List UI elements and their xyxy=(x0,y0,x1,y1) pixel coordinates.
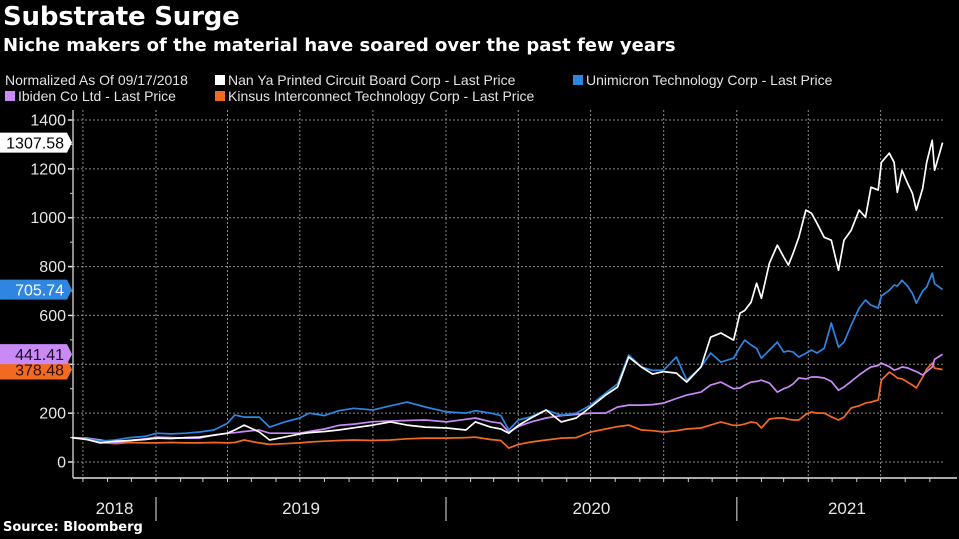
last-value-flag-kinsus xyxy=(0,359,72,380)
last-value-flag-ibiden xyxy=(0,344,72,365)
legend-item-unimicron: Unimicron Technology Corp - Last Price xyxy=(573,72,832,88)
legend-label-ibiden: Ibiden Co Ltd - Last Price xyxy=(18,88,176,104)
x-year-label: 2020 xyxy=(572,499,610,518)
legend-swatch-kinsus xyxy=(215,91,225,101)
y-tick-label: 1200 xyxy=(30,161,66,178)
last-value-label-kinsus: 378.48 xyxy=(15,363,64,380)
last-value-label-ibiden: 441.41 xyxy=(15,347,64,364)
series-line-nan-ya xyxy=(71,139,944,444)
y-tick-label: 800 xyxy=(39,259,66,276)
y-tick-label: 600 xyxy=(39,308,66,325)
y-tick-label: 200 xyxy=(39,406,66,423)
x-year-label: 2019 xyxy=(282,499,320,518)
series-line-unimicron xyxy=(71,272,944,443)
legend-label-kinsus: Kinsus Interconnect Technology Corp - La… xyxy=(228,88,535,104)
legend-label-unimicron: Unimicron Technology Corp - Last Price xyxy=(586,72,833,88)
last-value-label-nan-ya: 1307.58 xyxy=(6,136,64,153)
source-note: Source: Bloomberg xyxy=(3,520,143,535)
legend-item-nan-ya: Nan Ya Printed Circuit Board Corp - Last… xyxy=(215,72,515,88)
legend-row-2: Ibiden Co Ltd - Last Price Kinsus Interc… xyxy=(0,88,959,104)
x-year-label: 2018 xyxy=(96,499,134,518)
series-line-kinsus xyxy=(71,362,943,449)
chart-subtitle: Niche makers of the material have soared… xyxy=(3,35,676,56)
legend-row-1: Normalized As Of 09/17/2018 Nan Ya Print… xyxy=(0,72,959,88)
y-tick-label: 0 xyxy=(57,455,66,472)
last-value-flag-nan-ya xyxy=(0,132,72,153)
legend-label-nan-ya: Nan Ya Printed Circuit Board Corp - Last… xyxy=(228,72,516,88)
legend-swatch-ibiden xyxy=(5,91,15,101)
x-year-label: 2021 xyxy=(828,499,866,518)
series-line-ibiden xyxy=(71,353,944,444)
legend-item-ibiden: Ibiden Co Ltd - Last Price xyxy=(5,88,176,104)
y-tick-label: 1400 xyxy=(30,113,66,130)
last-value-label-unimicron: 705.74 xyxy=(15,283,64,300)
y-tick-label: 1000 xyxy=(30,210,66,227)
normalization-note: Normalized As Of 09/17/2018 xyxy=(5,72,188,88)
legend-swatch-nan-ya xyxy=(215,75,225,85)
last-value-flag-unimicron xyxy=(0,279,72,300)
legend-item-kinsus: Kinsus Interconnect Technology Corp - La… xyxy=(215,88,534,104)
legend-swatch-unimicron xyxy=(573,75,583,85)
chart-title: Substrate Surge xyxy=(3,2,240,32)
